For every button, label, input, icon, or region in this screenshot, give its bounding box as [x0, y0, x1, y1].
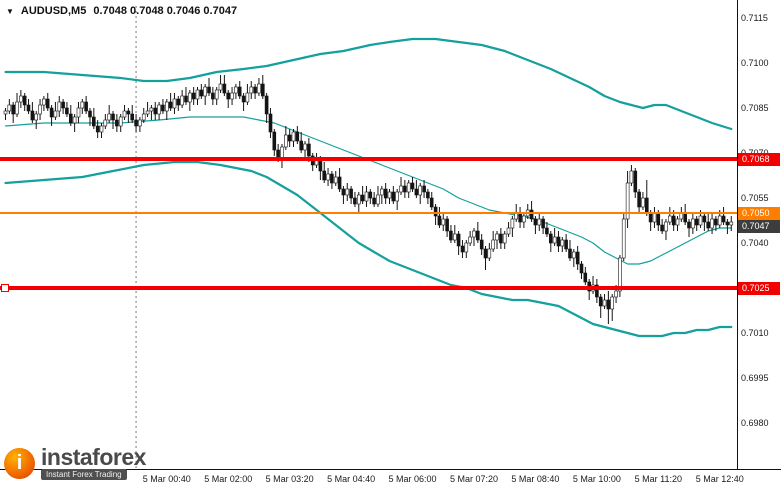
- time-tick: 5 Mar 03:20: [265, 474, 314, 484]
- bollinger-upper-band: [4, 37, 733, 131]
- price-tick: 0.7115: [741, 13, 768, 23]
- price-tick: 0.7055: [741, 193, 769, 203]
- time-tick: 5 Mar 10:00: [572, 474, 621, 484]
- symbol-dropdown-icon: ▼: [6, 6, 14, 16]
- instaforex-watermark: i instaforex Instant Forex Trading: [4, 444, 146, 480]
- watermark-brand: instaforex: [41, 444, 146, 470]
- axis-separator-horizontal: [0, 469, 781, 470]
- time-tick: 5 Mar 06:00: [388, 474, 437, 484]
- price-tick: 0.7085: [741, 103, 769, 113]
- candles-layer: [3, 75, 734, 324]
- time-tick: 5 Mar 11:20: [634, 474, 682, 484]
- axis-separator-vertical: [737, 0, 738, 469]
- time-tick: 5 Mar 04:40: [327, 474, 376, 484]
- price-chart[interactable]: [0, 0, 737, 469]
- logo-letter: i: [16, 452, 23, 474]
- support-line-badge: 0.7025: [738, 281, 780, 295]
- bid-price-badge: 0.7047: [738, 219, 780, 233]
- time-tick: 5 Mar 02:00: [204, 474, 253, 484]
- price-axis[interactable]: 0.71150.71000.70850.70700.70550.70400.70…: [737, 0, 781, 469]
- chart-header: ▼ AUDUSD,M5 0.7048 0.7048 0.7046 0.7047: [6, 5, 237, 17]
- price-tick: 0.7040: [741, 238, 769, 248]
- time-tick: 5 Mar 12:40: [695, 474, 744, 484]
- resistance-line-badge: 0.7068: [738, 152, 780, 166]
- support-line-anchor[interactable]: [1, 284, 9, 292]
- time-axis[interactable]: 5 Mar 00:40 5 Mar 02:00 5 Mar 03:20 5 Mar 0…: [0, 469, 744, 489]
- price-tick: 0.6980: [741, 418, 769, 428]
- price-tick: 0.7010: [741, 328, 769, 338]
- bollinger-middle-band: [4, 116, 732, 265]
- price-tick: 0.6995: [741, 373, 769, 383]
- watermark-tagline: Instant Forex Trading: [41, 469, 127, 480]
- symbol-title: AUDUSD,M5: [20, 5, 87, 17]
- time-tick: 5 Mar 07:20: [449, 474, 498, 484]
- instaforex-logo-icon: i: [4, 448, 35, 479]
- price-tick: 0.7100: [741, 58, 769, 68]
- bollinger-lower-band: [4, 160, 733, 338]
- current-ask-line-badge: 0.7050: [738, 206, 780, 220]
- time-tick: 5 Mar 08:40: [511, 474, 560, 484]
- time-tick: 5 Mar 00:40: [142, 474, 191, 484]
- ohlc-values: 0.7048 0.7048 0.7046 0.7047: [93, 5, 238, 17]
